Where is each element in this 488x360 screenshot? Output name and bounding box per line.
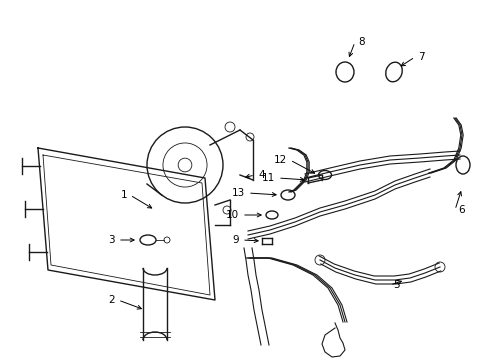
Text: 4: 4 — [258, 170, 264, 180]
Text: 6: 6 — [457, 205, 464, 215]
Text: 3: 3 — [108, 235, 115, 245]
Text: 12: 12 — [273, 155, 286, 165]
Text: 9: 9 — [232, 235, 239, 245]
Text: 10: 10 — [225, 210, 239, 220]
Text: 1: 1 — [120, 190, 127, 200]
Text: 7: 7 — [417, 52, 424, 62]
Text: 8: 8 — [357, 37, 364, 47]
Text: 2: 2 — [108, 295, 115, 305]
Text: 5: 5 — [392, 280, 399, 290]
Text: 11: 11 — [261, 173, 274, 183]
Text: 13: 13 — [231, 188, 244, 198]
